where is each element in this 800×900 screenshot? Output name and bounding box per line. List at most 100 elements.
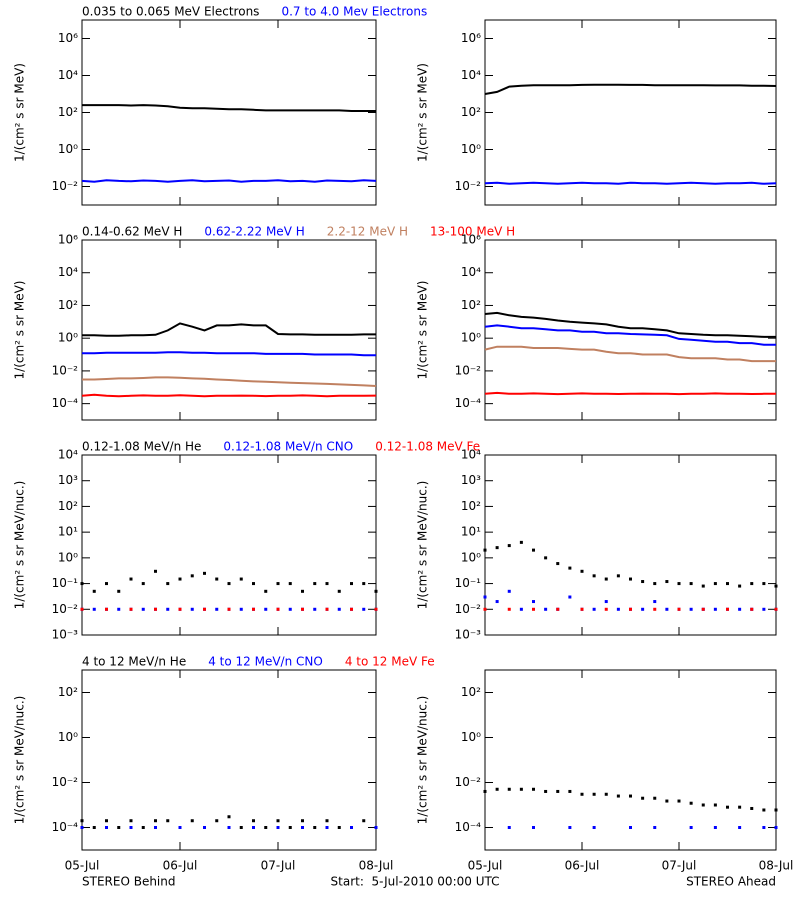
data-point (129, 826, 133, 829)
y-tick-label: 10⁴ (58, 68, 78, 82)
data-point (507, 544, 511, 548)
data-point (653, 582, 657, 586)
y-axis-label: 1/(cm² s sr MeV/nuc.) (416, 696, 430, 825)
y-tick-label: 10⁴ (461, 448, 481, 462)
data-point (726, 607, 729, 611)
data-point (738, 805, 742, 809)
footer-left: STEREO Behind (82, 875, 176, 889)
data-point (215, 577, 219, 581)
y-tick-label: 10⁰ (461, 331, 481, 345)
data-point (227, 582, 231, 586)
data-point (313, 826, 317, 829)
x-tick-label: 07-Jul (662, 859, 697, 873)
data-point (350, 607, 353, 611)
data-point (350, 582, 353, 586)
data-point (105, 607, 108, 611)
plot-frame (81, 19, 377, 206)
y-tick-label: 10⁴ (461, 68, 481, 82)
data-point (519, 787, 523, 791)
y-tick-label: 10² (461, 685, 481, 699)
data-point (313, 582, 317, 586)
data-point (288, 607, 292, 611)
data-point (665, 580, 669, 584)
data-point (264, 607, 268, 611)
data-point (325, 607, 329, 611)
series-line (81, 393, 377, 398)
series-line (484, 181, 777, 185)
data-point (532, 826, 535, 829)
y-tick-label: 10¹ (58, 525, 78, 539)
data-point (580, 569, 584, 573)
data-point (665, 799, 669, 803)
legend-entry: 0.12-1.08 MeV/n He (82, 440, 201, 454)
data-point (227, 826, 231, 829)
data-point (154, 826, 157, 829)
data-point (252, 607, 255, 611)
data-point (203, 571, 206, 575)
y-tick-label: 10³ (461, 473, 481, 487)
y-tick-label: 10⁶ (58, 31, 78, 45)
y-tick-label: 10² (461, 105, 481, 119)
data-point (215, 607, 219, 611)
legend-entry: 4 to 12 MeV Fe (345, 655, 435, 669)
data-point (92, 607, 96, 611)
legend-entry: 0.12-1.08 MeV/n CNO (223, 440, 353, 454)
y-tick-label: 10⁶ (461, 31, 481, 45)
data-point (105, 826, 108, 829)
legend-entry: 0.7 to 4.0 Mev Electrons (281, 5, 427, 19)
data-point (313, 607, 317, 611)
data-point (264, 589, 268, 593)
y-tick-label: 10² (58, 105, 78, 119)
data-point (507, 826, 511, 829)
data-point (750, 806, 754, 810)
y-tick-label: 10² (461, 298, 481, 312)
data-point (532, 548, 535, 552)
data-point (774, 584, 778, 588)
legend-entry: 13-100 MeV H (430, 225, 515, 239)
data-point (166, 582, 170, 586)
y-tick-label: 10⁻¹ (52, 576, 79, 590)
data-point (80, 582, 84, 586)
series-line (484, 324, 776, 346)
plot-frame (81, 669, 377, 851)
data-point (689, 582, 693, 586)
plot-frame (484, 454, 777, 636)
data-point (689, 607, 693, 611)
data-point (738, 826, 742, 829)
data-point (616, 794, 620, 798)
data-point (507, 787, 511, 791)
data-point (276, 826, 280, 829)
y-tick-label: 10⁴ (58, 265, 78, 279)
footer-center: Start: 5-Jul-2010 00:00 UTC (331, 875, 500, 889)
data-point (129, 819, 133, 823)
data-point (653, 607, 657, 611)
data-point (762, 582, 766, 586)
y-axis-label: 1/(cm² s sr MeV) (416, 281, 430, 380)
y-tick-label: 10⁰ (58, 331, 78, 345)
data-point (141, 826, 145, 829)
data-point (762, 808, 766, 812)
y-tick-label: 10² (461, 499, 481, 513)
y-tick-label: 10⁻² (52, 602, 79, 616)
y-tick-label: 10² (58, 499, 78, 513)
data-point (80, 826, 84, 829)
y-tick-label: 10⁻² (455, 179, 482, 193)
series-line (82, 322, 376, 337)
y-tick-label: 10² (58, 685, 78, 699)
data-point (178, 826, 182, 829)
y-tick-label: 10⁶ (58, 233, 78, 247)
legend-entry: 2.2-12 MeV H (327, 225, 408, 239)
data-point (227, 607, 231, 611)
plot-frame (81, 454, 377, 636)
data-point (129, 577, 133, 581)
data-point (325, 582, 329, 586)
x-tick-label: 06-Jul (565, 859, 600, 873)
data-point (713, 582, 717, 586)
x-tick-label: 06-Jul (163, 859, 198, 873)
data-point (556, 607, 560, 611)
data-point (677, 799, 681, 803)
data-point (483, 548, 487, 552)
data-point (604, 600, 608, 604)
data-point (689, 826, 693, 829)
data-point (532, 600, 535, 604)
